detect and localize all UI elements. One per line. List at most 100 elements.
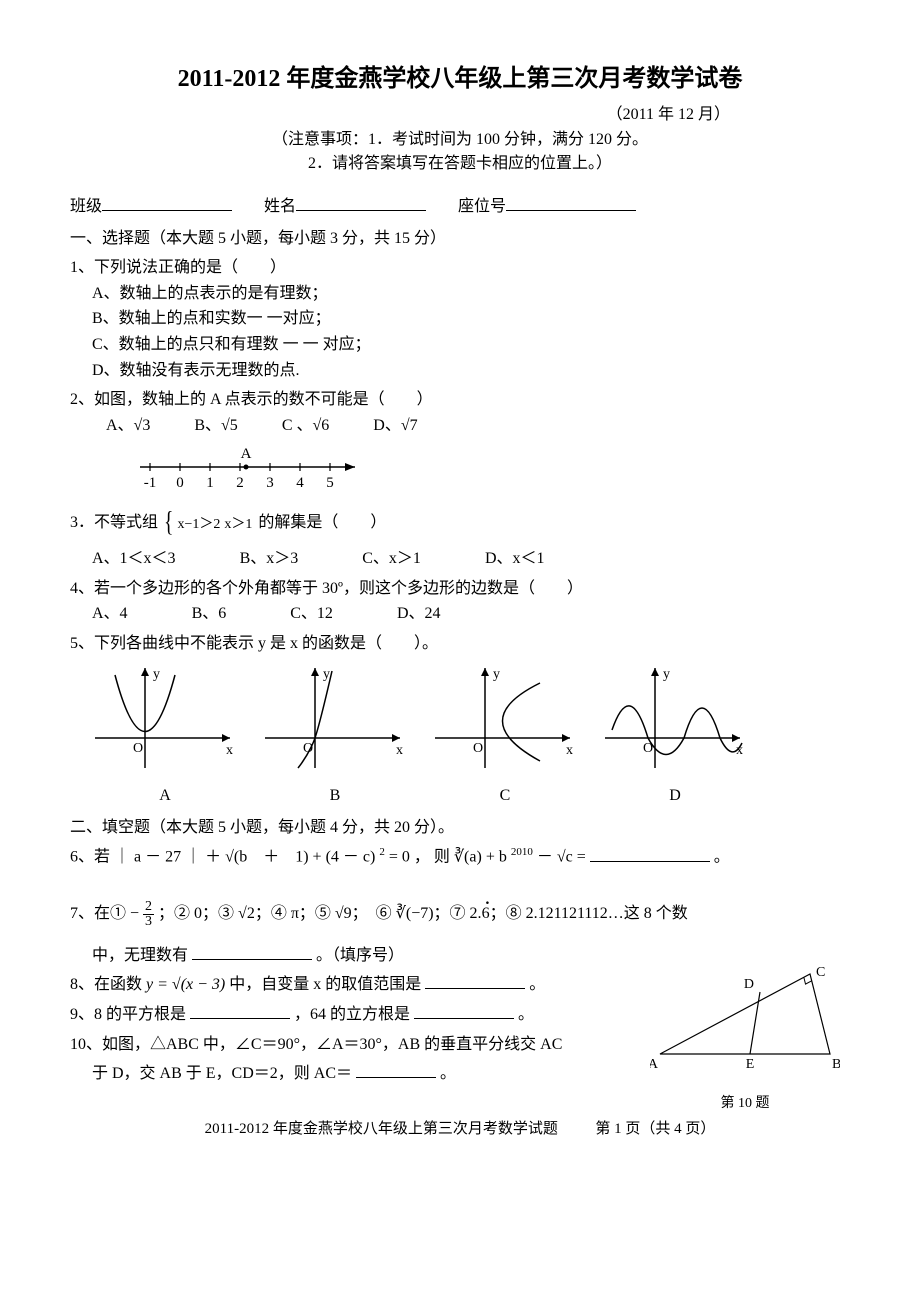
class-label: 班级 bbox=[70, 198, 102, 215]
q2-opt-c: C 、√6 bbox=[282, 413, 329, 439]
q5-graph-c: xyO bbox=[430, 663, 580, 773]
name-label: 姓名 bbox=[264, 198, 296, 215]
q7-pre: 7、在① − bbox=[70, 905, 143, 922]
q10-figure-container: A B C D E 第 10 题 bbox=[650, 964, 840, 1115]
svg-text:1: 1 bbox=[206, 475, 214, 491]
q5-label-d: D bbox=[600, 783, 750, 809]
svg-text:y: y bbox=[153, 667, 160, 682]
class-blank bbox=[102, 194, 232, 211]
q2-options: A、√3 B、√5 C 、√6 D、√7 bbox=[70, 413, 850, 439]
q5-stem: 5、下列各曲线中不能表示 y 是 x 的函数是（ ）。 bbox=[70, 631, 850, 657]
page-footer: 2011-2012 年度金燕学校八年级上第三次月考数学试题 第 1 页（共 4 … bbox=[70, 1117, 850, 1141]
q7-line2-post: 。（填序号） bbox=[316, 947, 404, 964]
section-2-heading: 二、填空题（本大题 5 小题，每小题 4 分，共 20 分）。 bbox=[70, 815, 850, 841]
q5-graph-d-col: xyO D bbox=[600, 663, 750, 809]
svg-text:O: O bbox=[473, 741, 483, 756]
q5-graph-b-col: xyO B bbox=[260, 663, 410, 809]
brace-icon: { bbox=[164, 501, 173, 546]
seat-label: 座位号 bbox=[458, 198, 506, 215]
q8-pre: 8、在函数 bbox=[70, 976, 146, 993]
svg-text:2: 2 bbox=[236, 475, 244, 491]
student-info-line: 班级 姓名 座位号 bbox=[70, 194, 850, 220]
q9-mid: ，64 的立方根是 bbox=[294, 1006, 410, 1023]
q5-label-b: B bbox=[260, 783, 410, 809]
svg-text:5: 5 bbox=[326, 475, 334, 491]
q6-mid: = 0 ， 则 bbox=[389, 849, 450, 866]
svg-text:D: D bbox=[744, 977, 754, 992]
q10-line2-pre: 于 D，交 AB 于 E，CD＝2，则 AC＝ bbox=[92, 1065, 352, 1082]
notice-line-1: （注意事项：1．考试时间为 100 分钟，满分 120 分。 bbox=[70, 128, 850, 152]
q3-options: A、1＜x＜3 B、x＞3 C、x＞1 D、x＜1 bbox=[70, 546, 850, 572]
q6-exp2010: 2010 bbox=[511, 846, 533, 858]
svg-text:B: B bbox=[832, 1057, 840, 1072]
q1-opt-d: D、数轴没有表示无理数的点. bbox=[70, 358, 850, 384]
q7-six-repeating: 6 bbox=[482, 901, 490, 927]
q7-line2-pre: 中，无理数有 bbox=[92, 947, 188, 964]
q2-number-line: -1012345A bbox=[130, 442, 365, 497]
q7-fraction: 2 3 bbox=[143, 900, 154, 929]
q8-mid: 中，自变量 x 的取值范围是 bbox=[229, 976, 421, 993]
q4-opt-b: B、6 bbox=[192, 601, 227, 627]
q4-opt-d: D、24 bbox=[397, 601, 441, 627]
q8-q10-block: 8、在函数 y = √(x − 3) 中，自变量 x 的取值范围是 。 9、8 … bbox=[70, 972, 850, 1086]
svg-text:x: x bbox=[396, 743, 403, 758]
q1-stem: 1、下列说法正确的是（ ） bbox=[70, 255, 850, 281]
q5-graph-d: xyO bbox=[600, 663, 750, 773]
q6-exp2: 2 bbox=[379, 846, 385, 858]
q5-graph-a-col: x y O A bbox=[90, 663, 240, 809]
q7-blank bbox=[192, 943, 312, 960]
q5-graph-a: x y O bbox=[90, 663, 240, 773]
q9-end: 。 bbox=[518, 1006, 534, 1023]
svg-text:O: O bbox=[133, 741, 143, 756]
q2-stem: 2、如图，数轴上的 A 点表示的数不可能是（ ） bbox=[70, 387, 850, 413]
svg-text:y: y bbox=[493, 667, 500, 682]
svg-text:y: y bbox=[663, 667, 670, 682]
q9-blank-1 bbox=[190, 1002, 290, 1019]
q3-opt-b: B、x＞3 bbox=[240, 546, 299, 572]
q6: 6、若 ｜ a － 27 ｜ ＋ √(b ＋ 1) + (4 － c) 2 = … bbox=[70, 844, 850, 870]
svg-text:4: 4 bbox=[296, 475, 304, 491]
exam-date: （2011 年 12 月） bbox=[70, 102, 850, 128]
q5-label-c: C bbox=[430, 783, 580, 809]
q9-pre: 9、8 的平方根是 bbox=[70, 1006, 186, 1023]
q6-pre: 6、若 ｜ a － 27 ｜ ＋ √(b ＋ 1) + (4 － c) bbox=[70, 849, 379, 866]
q6-blank bbox=[590, 845, 710, 862]
q4-opt-a: A、4 bbox=[92, 601, 128, 627]
q8-blank bbox=[425, 972, 525, 989]
q7-frac-n: 2 bbox=[143, 900, 154, 915]
sys-row-1: x−1＞2 bbox=[177, 517, 220, 532]
q3-opt-d: D、x＜1 bbox=[485, 546, 545, 572]
q4-opt-c: C、12 bbox=[290, 601, 333, 627]
q3-stem-pre: 3．不等式组 bbox=[70, 514, 158, 531]
footer-left: 2011-2012 年度金燕学校八年级上第三次月考数学试题 bbox=[205, 1121, 558, 1137]
q9-blank-2 bbox=[414, 1002, 514, 1019]
name-blank bbox=[296, 194, 426, 211]
svg-text:-1: -1 bbox=[144, 475, 157, 491]
q5-graph-c-col: xyO C bbox=[430, 663, 580, 809]
page-title: 2011-2012 年度金燕学校八年级上第三次月考数学试卷 bbox=[70, 60, 850, 98]
footer-right: 第 1 页（共 4 页） bbox=[595, 1121, 715, 1137]
q5-graphs-row: xyO A xyO B xyO C xyO D bbox=[90, 663, 850, 809]
q1-opt-b: B、数轴上的点和实数一 一对应； bbox=[70, 306, 850, 332]
q10-triangle-figure: A B C D E bbox=[650, 964, 840, 1084]
svg-text:3: 3 bbox=[266, 475, 274, 491]
q8-func: y = √(x − 3) bbox=[146, 976, 225, 993]
svg-text:A: A bbox=[650, 1057, 659, 1072]
q3-stem-post: 的解集是（ ） bbox=[258, 514, 386, 531]
seat-blank bbox=[506, 194, 636, 211]
q7-items2: ；⑧ 2.121121112…这 8 个数 bbox=[490, 905, 688, 922]
svg-text:C: C bbox=[816, 965, 825, 980]
q7-items: ；② 0；③ √2；④ π；⑤ √9； ⑥ ∛(−7)；⑦ 2. bbox=[158, 905, 482, 922]
q2-opt-a: A、√3 bbox=[106, 413, 150, 439]
q5-graph-b: xyO bbox=[260, 663, 410, 773]
svg-text:E: E bbox=[746, 1057, 755, 1072]
q10-figure-caption: 第 10 题 bbox=[650, 1093, 840, 1115]
q7-frac-d: 3 bbox=[143, 915, 154, 929]
svg-text:x: x bbox=[226, 743, 233, 758]
q6-mid2: + b bbox=[486, 849, 511, 866]
q3-stem: 3．不等式组 { x−1＞2 x＞1 的解集是（ ） bbox=[70, 501, 850, 546]
q2-opt-b: B、√5 bbox=[194, 413, 237, 439]
q10-line2-end: 。 bbox=[440, 1065, 456, 1082]
q6-end: 。 bbox=[714, 849, 730, 866]
q5-label-a: A bbox=[90, 783, 240, 809]
